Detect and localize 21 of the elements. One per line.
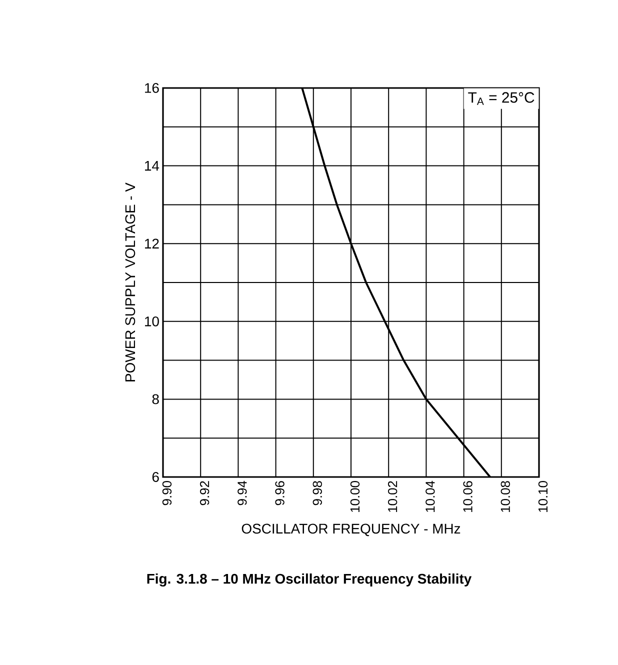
y-tick-label: 14	[145, 161, 160, 171]
x-tick-label: 9.96	[275, 481, 284, 506]
y-tick-label: 16	[145, 83, 159, 93]
x-tick-label: 10.10	[538, 481, 548, 512]
x-tick-label: 10.00	[350, 481, 360, 512]
x-tick-label: 9.94	[238, 480, 247, 506]
x-tick-label: 10.08	[500, 481, 510, 512]
x-tick-label: 10.04	[426, 480, 435, 512]
x-tick-label: 10.06	[463, 481, 472, 512]
x-tick-label: 9.92	[200, 481, 210, 506]
x-tick-label: 9.98	[312, 481, 322, 506]
y-tick-label: 12	[145, 238, 159, 248]
y-tick-label: 8	[152, 394, 159, 404]
y-axis-title: POWER SUPPLY VOLTAGE - V	[125, 182, 136, 382]
x-tick-label: 10.02	[388, 481, 398, 512]
y-tick-label: 10	[145, 316, 159, 326]
x-tick-label: 9.90	[162, 481, 172, 506]
x-axis-title: OSCILLATOR FREQUENCY - MHz	[242, 524, 460, 536]
annotation: T$_{A}$ = 25°C	[468, 92, 534, 105]
y-tick-label: 6	[152, 472, 159, 482]
caption: Fig. 3.1.8 – 10 MHz Oscillator Frequency Stability	[147, 573, 472, 587]
